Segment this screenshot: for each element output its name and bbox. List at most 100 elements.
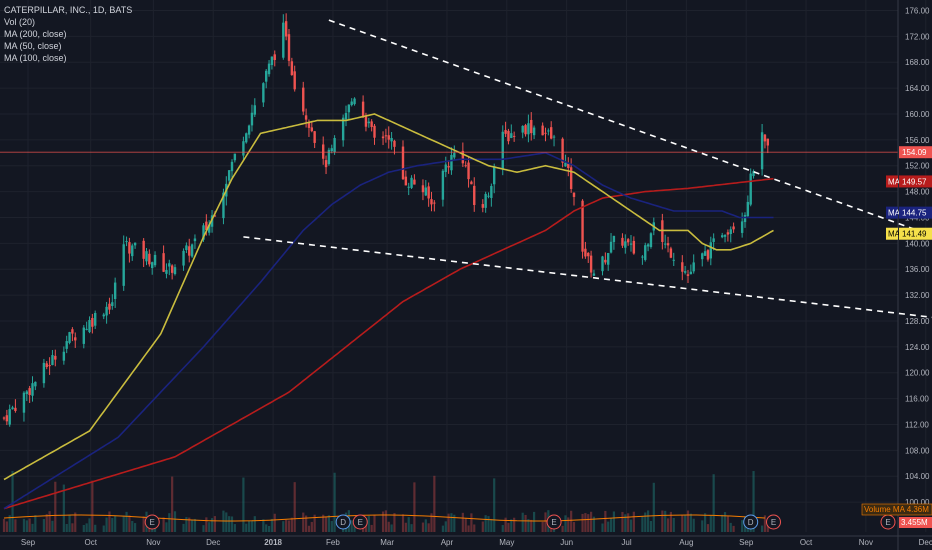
candle-body [589, 255, 593, 273]
volume-bar [230, 516, 234, 532]
volume-bar [701, 520, 704, 532]
volume-bar [65, 523, 68, 532]
candle-body [550, 127, 553, 139]
candle-body [165, 270, 168, 274]
volume-bar [481, 521, 484, 532]
volume-bar [681, 515, 684, 532]
candle-body [113, 282, 117, 300]
candle-body [302, 87, 305, 112]
price-axis[interactable]: 100.00 104.00 108.00 112.00 116.00 120.00 124.… [897, 0, 930, 550]
volume-bar [570, 510, 573, 532]
chart-title[interactable]: CATERPILLAR, INC., 1D, BATS [4, 5, 133, 15]
volume-bar [524, 514, 527, 532]
candle-body [5, 415, 9, 422]
candle-body [322, 144, 325, 159]
volume-bar [473, 524, 476, 532]
legend-ma50[interactable]: MA (50, close) [4, 41, 62, 51]
volume-bar [210, 518, 214, 532]
dividend-event-marker[interactable]: D [743, 514, 759, 530]
y-tick-label: 176.00 [905, 6, 930, 15]
volume-bar [293, 482, 296, 532]
candle-body [672, 259, 675, 261]
candle-body [584, 248, 587, 257]
legend-ma200[interactable]: MA (200, close) [4, 29, 67, 39]
volume-bar [612, 511, 615, 532]
volume-bar [413, 482, 416, 532]
candle-body [410, 177, 413, 188]
candle-body [31, 383, 34, 396]
candle-body [481, 204, 484, 208]
volume-bar [14, 519, 17, 532]
event-marker-circle [766, 514, 781, 530]
candle-body [25, 391, 28, 395]
candle-body [527, 123, 530, 135]
volume-bar [689, 513, 692, 532]
earnings-event-marker[interactable]: E [144, 514, 160, 530]
volume-bar [28, 518, 31, 532]
candle-body [125, 241, 128, 243]
ma-tag-text: MA [888, 209, 901, 218]
candle-body [327, 149, 331, 165]
candle-body [507, 130, 510, 142]
volume-bar [387, 521, 390, 532]
legend-volume[interactable]: Vol (20) [4, 17, 36, 27]
y-tick-label: 104.00 [905, 472, 930, 481]
volume-bar [661, 510, 664, 532]
candle-body [270, 56, 274, 66]
volume-last-box [899, 517, 932, 528]
volume-bar [766, 523, 769, 532]
candle-body [607, 253, 610, 265]
event-marker-label: E [358, 518, 363, 527]
candle-body [68, 332, 71, 343]
candle-body [94, 312, 97, 326]
volume-bar [441, 525, 444, 532]
volume-bar [134, 523, 137, 532]
earnings-event-marker[interactable]: E [352, 514, 368, 530]
volume-bar [649, 520, 653, 532]
candle-body [632, 240, 636, 254]
legend-ma100[interactable]: MA (100, close) [4, 53, 67, 63]
candle-body [521, 125, 524, 133]
candle-body [242, 141, 245, 156]
volume-bar [313, 514, 316, 532]
earnings-event-marker[interactable]: E [766, 514, 781, 530]
y-tick-label: 132.00 [905, 291, 930, 300]
candle-body [290, 61, 294, 76]
candle-body [253, 105, 256, 115]
volume-bar [202, 525, 205, 532]
candle-body [604, 259, 607, 263]
volume-bar [487, 516, 490, 532]
volume-bar [484, 515, 487, 532]
price-label-text: 154.09 [902, 148, 927, 157]
candle-body [433, 202, 436, 204]
candle-body [649, 233, 653, 248]
ma50-line [3, 151, 774, 510]
event-marker-label: E [551, 518, 556, 527]
candle-body [45, 363, 48, 368]
candle-body [641, 256, 644, 258]
volume-bar [213, 516, 216, 532]
candle-body [182, 250, 185, 266]
time-axis[interactable]: Sep Oct Nov Dec 2018 Feb Mar Apr May Jun Jul Aug Sep… [0, 535, 932, 547]
candle-body [450, 154, 453, 171]
y-tick-label: 112.00 [905, 420, 929, 429]
volume-bar [752, 471, 755, 532]
candle-body [681, 262, 684, 272]
candle-body [373, 125, 376, 138]
candle-body [11, 407, 14, 410]
earnings-event-marker[interactable]: E [546, 514, 562, 530]
candle-body [324, 160, 328, 168]
candle-body [205, 221, 208, 231]
earnings-event-marker[interactable]: E [880, 514, 896, 530]
x-tick-label: Aug [679, 538, 693, 547]
volume-bar [521, 512, 524, 532]
candle-body [706, 250, 710, 260]
volume-bar [22, 518, 26, 532]
candle-body [760, 132, 764, 170]
dividend-event-marker[interactable]: D [335, 514, 351, 530]
candle-body [501, 131, 504, 170]
candle-body [250, 112, 254, 126]
